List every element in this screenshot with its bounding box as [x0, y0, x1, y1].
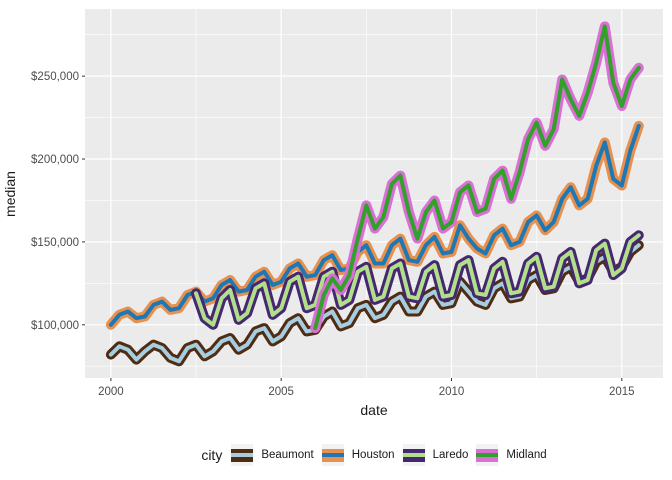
- legend-key-border-swatch: [402, 448, 425, 462]
- legend-key-border-swatch: [321, 448, 344, 462]
- legend-label-houston: Houston: [351, 449, 395, 461]
- legend-key-houston: [321, 444, 344, 466]
- legend-key-border-swatch: [231, 448, 254, 462]
- legend-item-beaumont: Beaumont: [231, 444, 314, 466]
- legend-item-midland: Midland: [476, 444, 547, 466]
- y-tick-label: $150,000: [31, 237, 79, 249]
- legend-key-core-swatch: [321, 452, 344, 458]
- legend-label-midland: Midland: [506, 449, 547, 461]
- y-tick-label: $250,000: [31, 71, 79, 83]
- legend-key-midland: [476, 444, 499, 466]
- legend-key-core-swatch: [476, 452, 499, 458]
- x-tick-label: 2000: [98, 386, 124, 398]
- y-tick-label: $100,000: [31, 320, 79, 332]
- legend-title: city: [201, 447, 223, 463]
- legend-label-laredo: Laredo: [432, 449, 469, 461]
- legend-key-core-swatch: [231, 452, 254, 458]
- series-laredo-line: [194, 233, 641, 327]
- legend: city Beaumont Houston Laredo Midland: [76, 443, 672, 467]
- series-midland-line: [313, 24, 641, 331]
- x-axis-title: date: [360, 402, 388, 418]
- legend-key-core-swatch: [402, 452, 425, 458]
- y-tick-label: $200,000: [31, 154, 79, 166]
- legend-item-laredo: Laredo: [402, 444, 469, 466]
- plot-svg: $100,000 $150,000 $200,000 $250,000 2000 2005…: [31, 9, 663, 398]
- legend-key-laredo: [402, 444, 425, 466]
- legend-item-houston: Houston: [321, 444, 395, 466]
- legend-key-beaumont: [231, 444, 254, 466]
- x-tick-label: 2015: [609, 386, 635, 398]
- legend-label-beaumont: Beaumont: [261, 449, 314, 461]
- y-axis-title: median: [2, 171, 18, 217]
- legend-key-border-swatch: [476, 448, 499, 462]
- x-tick-label: 2010: [439, 386, 465, 398]
- x-tick-label: 2005: [268, 386, 294, 398]
